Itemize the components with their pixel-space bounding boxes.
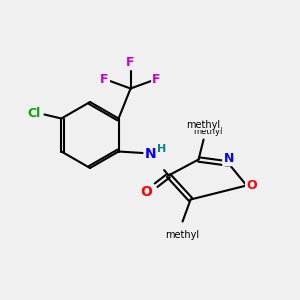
- Text: Cl: Cl: [28, 107, 41, 120]
- Text: N: N: [145, 146, 156, 161]
- Text: F: F: [100, 73, 109, 86]
- Text: N: N: [224, 152, 234, 165]
- Text: methyl: methyl: [193, 127, 222, 136]
- Text: F: F: [152, 73, 161, 86]
- Text: methyl: methyl: [166, 230, 200, 239]
- Text: O: O: [141, 185, 152, 200]
- Text: O: O: [246, 179, 257, 192]
- Text: F: F: [126, 56, 135, 69]
- Text: H: H: [157, 143, 166, 154]
- Text: methyl: methyl: [187, 119, 220, 130]
